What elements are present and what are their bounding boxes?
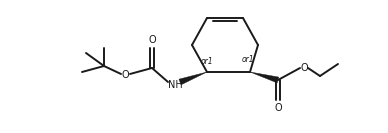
Polygon shape [179, 72, 207, 85]
Text: NH: NH [168, 80, 182, 90]
Text: O: O [148, 35, 156, 45]
Polygon shape [250, 72, 279, 83]
Text: O: O [274, 103, 282, 113]
Text: O: O [121, 70, 129, 80]
Text: or1: or1 [242, 55, 254, 65]
Text: or1: or1 [201, 57, 213, 66]
Text: O: O [300, 63, 308, 73]
